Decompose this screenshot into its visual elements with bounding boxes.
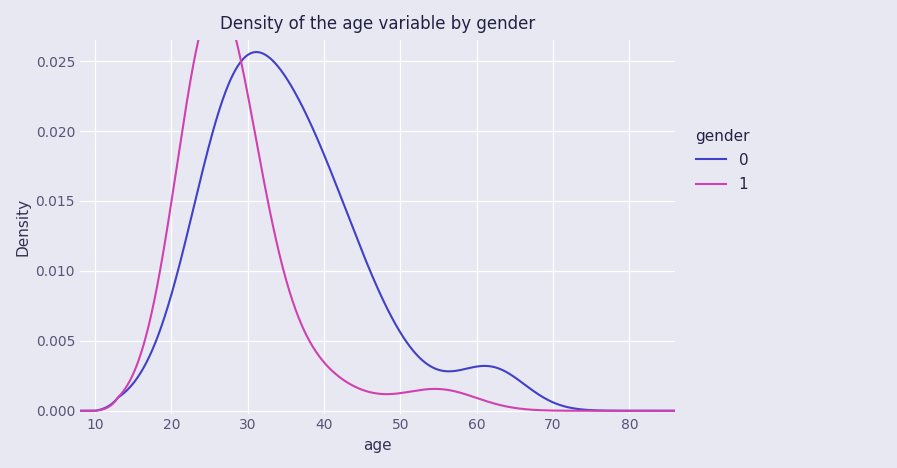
Line: 0: 0 bbox=[57, 52, 706, 411]
0 bbox=[682, 408, 692, 414]
1 bbox=[562, 408, 573, 414]
0 bbox=[251, 49, 262, 55]
Title: Density of the age variable by gender: Density of the age variable by gender bbox=[220, 15, 536, 33]
1 bbox=[350, 384, 361, 390]
0 bbox=[84, 408, 95, 414]
1 bbox=[52, 408, 63, 414]
0 bbox=[368, 274, 379, 280]
1 bbox=[84, 408, 95, 414]
X-axis label: age: age bbox=[363, 438, 392, 453]
1 bbox=[212, 0, 222, 1]
0 bbox=[701, 408, 711, 414]
1 bbox=[682, 408, 692, 414]
0 bbox=[562, 404, 573, 410]
0 bbox=[350, 232, 361, 238]
Line: 1: 1 bbox=[57, 0, 706, 411]
0 bbox=[682, 408, 692, 414]
0 bbox=[52, 408, 63, 414]
1 bbox=[701, 408, 711, 414]
Legend: 0, 1: 0, 1 bbox=[689, 123, 755, 198]
Y-axis label: Density: Density bbox=[15, 198, 30, 256]
1 bbox=[682, 408, 692, 414]
1 bbox=[368, 390, 379, 395]
